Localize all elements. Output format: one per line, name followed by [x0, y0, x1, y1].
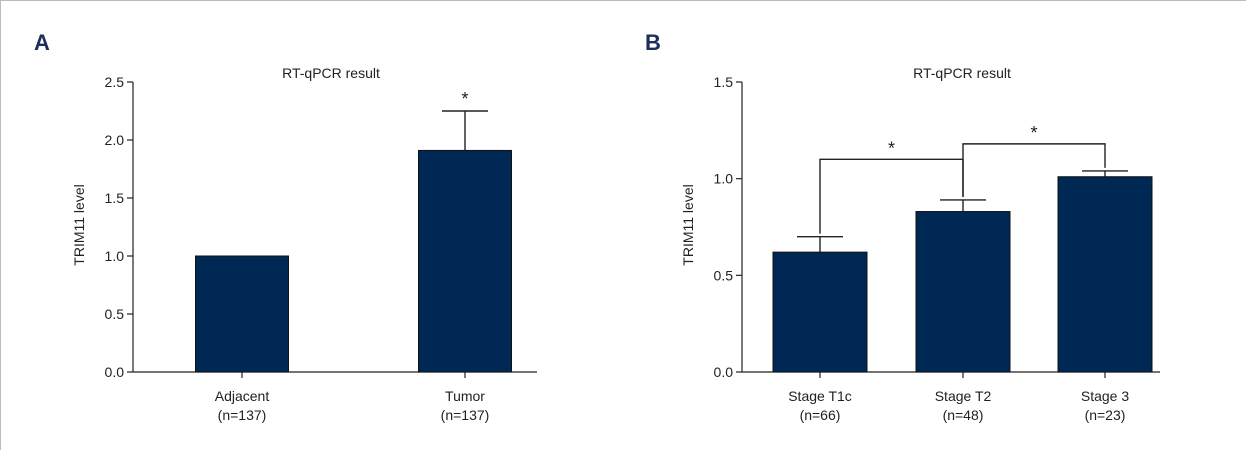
- y-tick-label: 1.0: [105, 248, 125, 264]
- category-sublabel: (n=137): [218, 407, 267, 423]
- y-axis-label-a: TRIM11 level: [71, 184, 87, 265]
- y-axis-label-b: TRIM11 level: [680, 184, 696, 265]
- y-ticks-a: 0.0 0.5 1.0 1.5 2.0 2.5: [105, 74, 133, 380]
- y-tick-label: 2.0: [105, 132, 125, 148]
- category-label: Stage T2: [935, 388, 992, 404]
- category-sublabel: (n=23): [1085, 407, 1126, 423]
- panel-letter-a: A: [34, 30, 50, 55]
- chart-title-a: RT-qPCR result: [282, 65, 380, 81]
- category-labels-a: Adjacent (n=137) Tumor (n=137): [215, 372, 490, 423]
- significance-star: *: [1030, 123, 1037, 143]
- y-tick-label: 0.0: [105, 364, 125, 380]
- y-tick-label: 1.5: [105, 190, 125, 206]
- category-label: Stage 3: [1081, 388, 1129, 404]
- panel-b: B RT-qPCR result TRIM11 level 0.0 0.5 1.0 1…: [645, 30, 1160, 423]
- category-labels-b: Stage T1c (n=66) Stage T2 (n=48) Stage 3 (n=2…: [788, 372, 1129, 423]
- category-sublabel: (n=66): [800, 407, 841, 423]
- significance-bracket: [962, 143, 1106, 197]
- significance-b: **: [819, 123, 1106, 234]
- y-tick-label: 1.0: [714, 171, 734, 187]
- y-tick-label: 0.0: [714, 364, 734, 380]
- bar: [915, 211, 1011, 373]
- significance-star: *: [461, 89, 468, 109]
- error-bars-b: [797, 170, 1128, 253]
- bars-a: [195, 149, 512, 373]
- panel-a: A RT-qPCR result TRIM11 level 0.0 0.5 1.0 1…: [34, 30, 537, 423]
- category-label: Stage T1c: [788, 388, 852, 404]
- category-sublabel: (n=137): [441, 407, 490, 423]
- bar: [1057, 176, 1153, 373]
- panel-letter-b: B: [645, 30, 661, 55]
- y-tick-label: 0.5: [105, 306, 125, 322]
- category-label: Tumor: [445, 388, 485, 404]
- bar: [772, 251, 868, 373]
- y-tick-label: 0.5: [714, 267, 734, 283]
- y-tick-label: 1.5: [714, 74, 734, 90]
- chart-title-b: RT-qPCR result: [913, 65, 1011, 81]
- bars-b: [772, 176, 1153, 373]
- bar: [418, 149, 512, 373]
- significance-star: *: [888, 138, 895, 158]
- y-ticks-b: 0.0 0.5 1.0 1.5: [714, 74, 742, 380]
- error-bars-a: [442, 110, 488, 151]
- category-label: Adjacent: [215, 388, 270, 404]
- significance-a: *: [461, 89, 468, 109]
- category-sublabel: (n=48): [943, 407, 984, 423]
- y-tick-label: 2.5: [105, 74, 125, 90]
- bar: [195, 255, 289, 373]
